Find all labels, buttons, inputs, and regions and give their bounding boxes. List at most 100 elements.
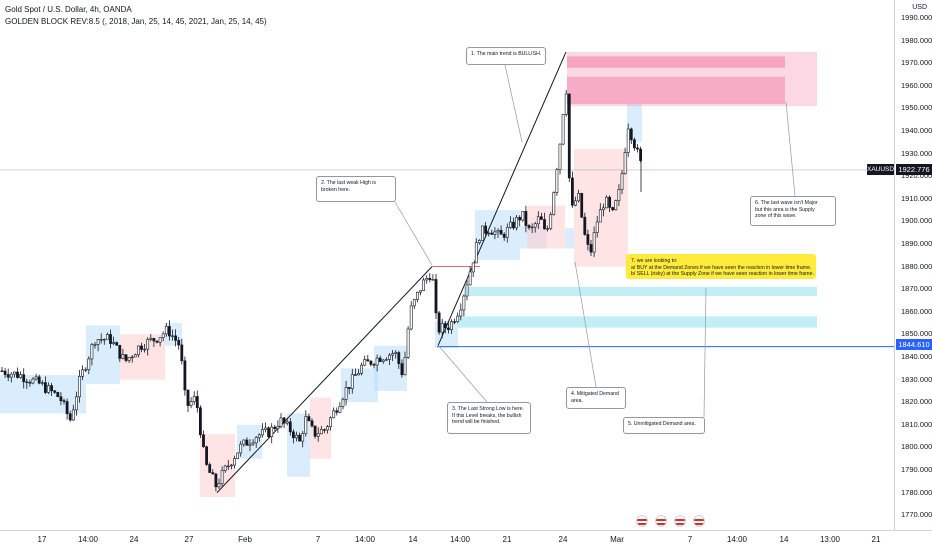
- candle-up: [87, 358, 91, 370]
- candle-down: [199, 407, 202, 436]
- price-tick: 1920.000: [901, 171, 932, 181]
- candle-down: [205, 446, 209, 465]
- candle-up: [264, 427, 267, 430]
- candle-down: [443, 323, 447, 329]
- candle-up: [474, 242, 478, 264]
- candle-up: [536, 216, 540, 225]
- annotation-line: area.: [571, 397, 583, 404]
- candle-up: [13, 371, 16, 375]
- candle-down: [282, 417, 286, 424]
- candle-up: [260, 429, 264, 436]
- candle-down: [291, 431, 295, 439]
- price-tick: 1810.000: [901, 419, 932, 429]
- demand-zone: [464, 286, 817, 296]
- annotation-3[interactable]: 3. The Last Strong Low is here. If this …: [447, 402, 531, 434]
- candle-up: [276, 426, 280, 429]
- annotation-leader: [394, 201, 433, 266]
- annotation-2[interactable]: 2. The last weak High is broken here.: [316, 176, 396, 202]
- us-flag-icon[interactable]: [693, 515, 705, 527]
- candle-down: [636, 147, 639, 150]
- candle-down: [313, 425, 317, 437]
- price-tick: 1990.000: [901, 13, 932, 22]
- candle-up: [555, 169, 559, 193]
- supply-zone-inner: [567, 56, 785, 68]
- annotation-5[interactable]: 5. Unmitigated Demand area.: [623, 417, 705, 434]
- candle-up: [601, 207, 605, 211]
- price-tick: 1770.000: [901, 510, 932, 520]
- candle-up: [549, 214, 553, 229]
- candle-up: [388, 354, 391, 360]
- candle-up: [558, 143, 562, 171]
- candle-up: [47, 385, 50, 393]
- annotation-line: 6. The last wave isn't Major: [755, 200, 818, 206]
- candle-down: [245, 439, 249, 446]
- candle-down: [502, 234, 506, 238]
- candle-down: [118, 344, 122, 359]
- candle-down: [3, 370, 7, 375]
- candle-down: [527, 225, 531, 228]
- candle-down: [174, 335, 178, 341]
- chart-pane[interactable]: Gold Spot / U.S. Dollar, 4h, OANDA GOLDE…: [0, 0, 894, 530]
- annotation-leader: [703, 287, 707, 418]
- time-tick: 14: [408, 535, 418, 544]
- candle-up: [217, 483, 221, 488]
- candle-down: [0, 370, 4, 372]
- candle-up: [496, 230, 500, 233]
- candle-down: [589, 244, 593, 253]
- candle-up: [363, 359, 367, 366]
- price-scale[interactable]: USD 1990.000 1980.000 1970.000 1960.000 1950…: [894, 0, 932, 530]
- candle-up: [242, 439, 246, 445]
- candle-down: [25, 381, 29, 383]
- candle-up: [301, 433, 305, 442]
- price-tick: 1940.000: [901, 126, 932, 135]
- annotation-7[interactable]: 7. we are looking to: a/ BUY at the Dema…: [626, 254, 816, 279]
- candle-up: [598, 209, 602, 223]
- us-flag-icon[interactable]: [655, 515, 667, 527]
- candle-up: [192, 396, 196, 402]
- price-tick: 1800.000: [901, 442, 932, 452]
- candle-down: [59, 396, 63, 402]
- annotation-line: broken here.: [321, 186, 351, 193]
- candle-up: [93, 344, 97, 346]
- candle-up: [419, 290, 422, 293]
- candle-down: [335, 410, 339, 413]
- annotation-line: If this Level breaks, the bullish: [452, 412, 522, 419]
- candle-up: [112, 342, 116, 344]
- candle-up: [106, 334, 109, 340]
- candle-down: [499, 230, 503, 235]
- annotation-1[interactable]: 1. The main trend is BULLISH.: [466, 47, 546, 65]
- us-flag-icon[interactable]: [636, 515, 648, 527]
- hline-price-label: 1844.610: [896, 339, 932, 350]
- price-chart[interactable]: [0, 0, 894, 530]
- candle-down: [611, 207, 615, 211]
- annotation-line: trend will be finished.: [452, 419, 501, 426]
- candle-down: [115, 342, 119, 346]
- candle-up: [493, 231, 497, 235]
- candle-up: [257, 434, 261, 438]
- candle-up: [81, 369, 85, 377]
- candle-down: [580, 193, 584, 218]
- candle-up: [623, 152, 627, 174]
- candle-down: [28, 382, 32, 384]
- price-tick: 1840.000: [901, 352, 932, 361]
- candle-up: [34, 376, 38, 380]
- candle-up: [78, 376, 81, 398]
- price-tick: 1850.000: [901, 329, 932, 339]
- time-scale[interactable]: 17 14:00 24 27 Feb 7 14:00 14 14:00 21 24 Mar 7 14:00…: [0, 530, 932, 551]
- order-block-box: [287, 413, 310, 477]
- candle-down: [124, 354, 128, 361]
- candle-up: [626, 128, 630, 153]
- candle-down: [214, 473, 218, 488]
- candle-up: [592, 232, 596, 253]
- candle-up: [254, 437, 258, 444]
- annotation-4[interactable]: 4. Mitigated Demand area.: [566, 387, 626, 409]
- candle-down: [267, 427, 271, 437]
- price-tick: 1830.000: [901, 374, 932, 384]
- us-flag-icon[interactable]: [674, 515, 686, 527]
- annotation-6[interactable]: 6. The last wave isn't Major but this ar…: [750, 196, 836, 226]
- candle-up: [440, 323, 444, 333]
- candle-up: [233, 458, 236, 466]
- price-tick: 1820.000: [901, 397, 932, 407]
- candle-down: [437, 312, 441, 333]
- candle-up: [251, 442, 255, 445]
